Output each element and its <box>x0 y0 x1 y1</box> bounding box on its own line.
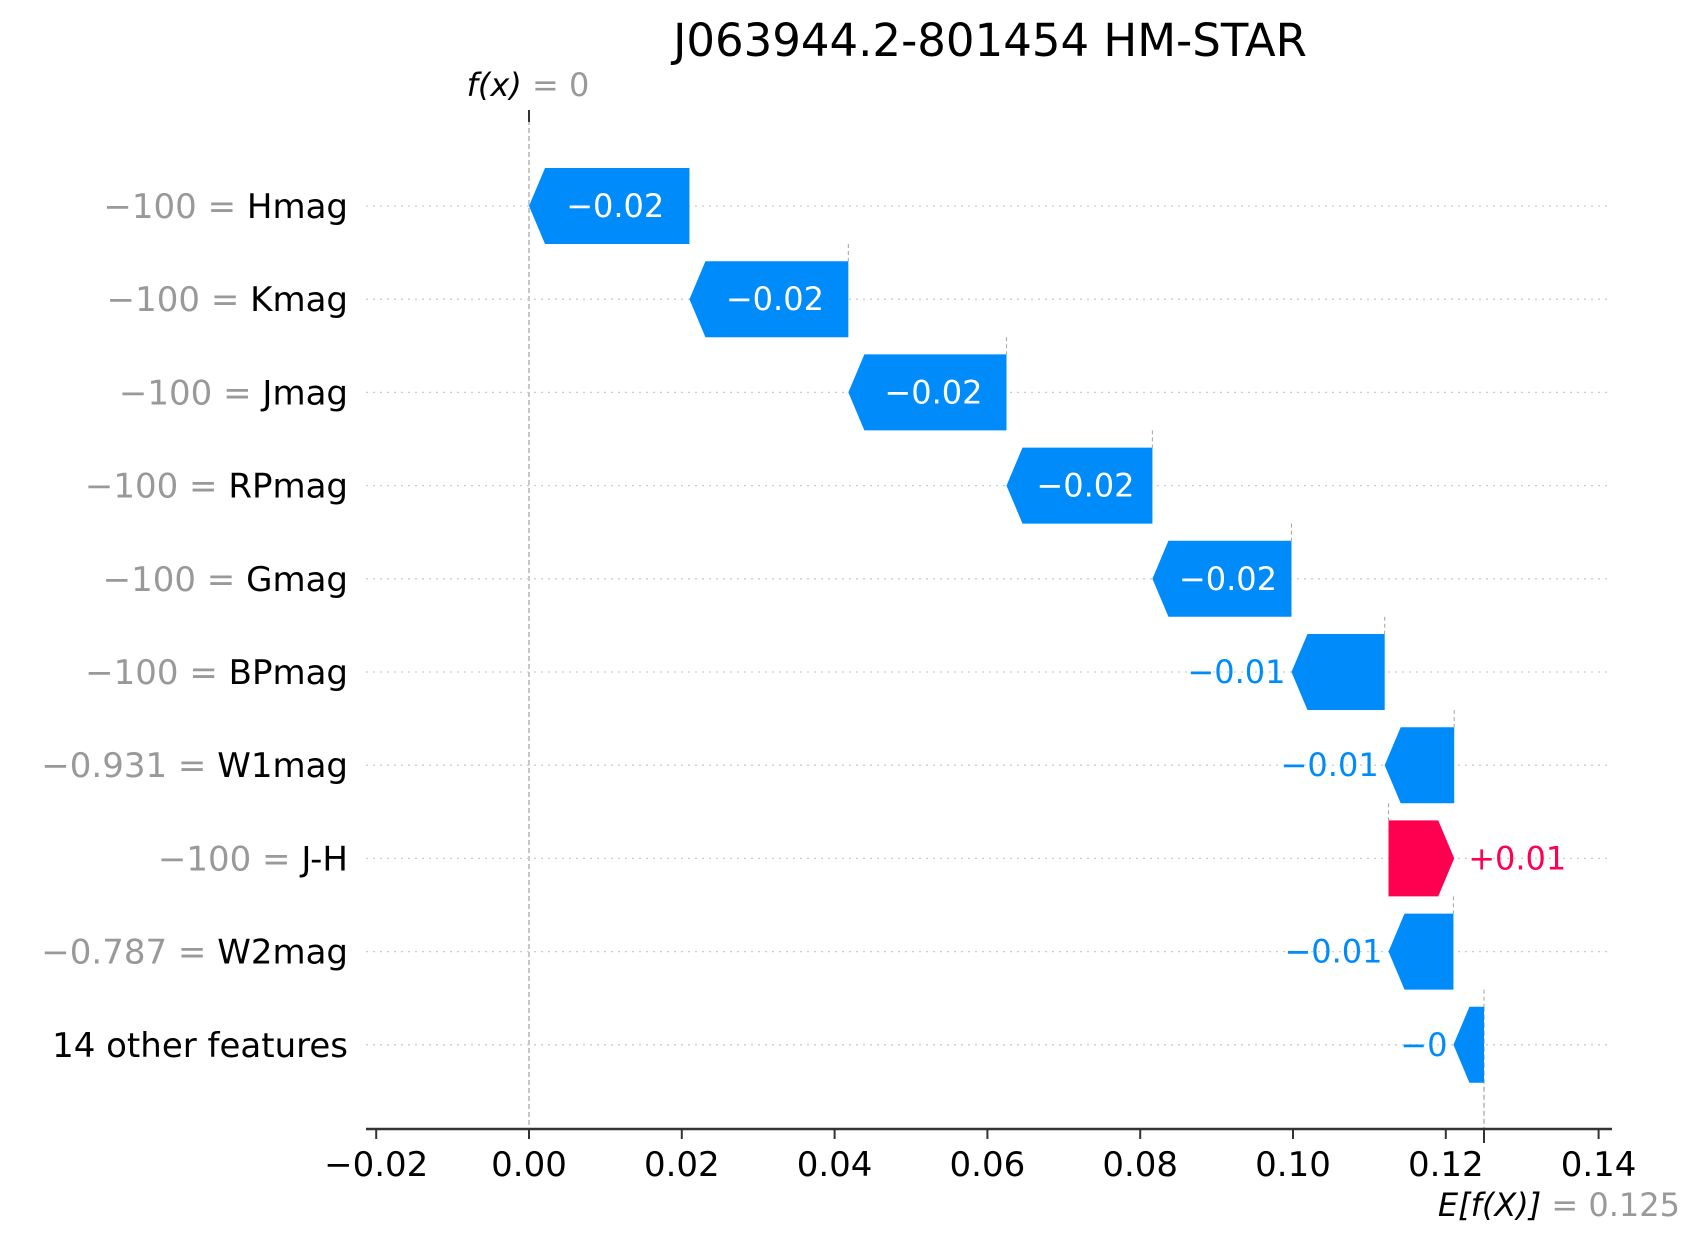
shap-bar-negative <box>1152 540 1292 617</box>
shap-bar-negative <box>1006 447 1153 524</box>
shap-bar-positive <box>1388 820 1455 897</box>
feature-value: −100 = <box>103 187 247 227</box>
shap-value-label: −0.01 <box>1284 933 1382 971</box>
chart-title: J063944.2-801454 HM-STAR <box>670 14 1307 67</box>
shap-bar-negative <box>529 168 690 244</box>
feature-value: −100 = <box>85 653 229 693</box>
x-tick-label: 0.10 <box>1255 1145 1331 1185</box>
feature-label: −100 = Hmag <box>103 187 348 227</box>
feature-label: −100 = RPmag <box>85 467 348 507</box>
shap-value-label: +0.01 <box>1468 839 1566 877</box>
feature-name: J-H <box>299 839 348 879</box>
feature-value: −100 = <box>85 467 229 507</box>
base-label-value: 0.125 <box>1588 1186 1680 1224</box>
feature-label: −100 = Jmag <box>119 373 348 413</box>
x-tick-label: 0.06 <box>950 1145 1026 1185</box>
shap-value-label: −0.01 <box>1187 653 1285 691</box>
feature-labels: −100 = Hmag−100 = Kmag−100 = Jmag−100 = … <box>41 187 348 1066</box>
shap-value-label: −0 <box>1400 1026 1447 1064</box>
base-label-prefix: E[f(X)] <box>1438 1186 1541 1224</box>
shap-bar-negative <box>1388 913 1454 990</box>
feature-value: −100 = <box>107 280 251 320</box>
feature-name: Hmag <box>247 187 348 227</box>
feature-name: Gmag <box>246 560 348 600</box>
feature-label: −100 = BPmag <box>85 653 348 693</box>
shap-bar-negative <box>1453 1006 1484 1083</box>
shap-value-label: −0.02 <box>884 373 982 411</box>
feature-label: −0.787 = W2mag <box>41 933 348 973</box>
x-axis-ticks: −0.02 0.00 0.02 0.04 0.06 0.08 0.10 0.12 0.14 <box>324 1129 1636 1185</box>
output-label-value: 0 <box>569 66 589 104</box>
feature-name: W1mag <box>217 746 348 786</box>
feature-value: −0.787 = <box>41 933 217 973</box>
output-value-label: f(x) = 0 <box>467 66 590 104</box>
shap-bar-negative <box>1384 727 1455 804</box>
shap-value-label: −0.01 <box>1281 746 1379 784</box>
base-value-label: E[f(X)] = 0.125 <box>1438 1186 1680 1224</box>
shap-bar-negative <box>848 354 1007 431</box>
feature-value: −0.931 = <box>41 746 217 786</box>
feature-name: W2mag <box>217 933 348 973</box>
x-tick-label: 0.14 <box>1561 1145 1637 1185</box>
x-tick-label: 0.04 <box>797 1145 873 1185</box>
feature-name: RPmag <box>228 467 348 507</box>
feature-label: 14 other features <box>52 1026 348 1066</box>
feature-label: −100 = J-H <box>158 839 348 879</box>
bars-layer: −0.02 −0.02 −0.02 −0.02 −0.02 −0.01 −0.01 +0.01… <box>529 168 1566 1083</box>
feature-value: −100 = <box>158 839 302 879</box>
feature-name: Jmag <box>260 373 348 413</box>
shap-value-label: −0.02 <box>566 187 664 225</box>
base-label-eq: = <box>1541 1186 1588 1224</box>
shap-value-label: −0.02 <box>1179 560 1277 598</box>
feature-value: −100 = <box>119 373 263 413</box>
feature-label: −0.931 = W1mag <box>41 746 348 786</box>
feature-name: Kmag <box>250 280 348 320</box>
shap-bar-negative <box>1291 634 1385 710</box>
feature-value: −100 = <box>103 560 247 600</box>
shap-value-label: −0.02 <box>726 280 824 318</box>
feature-name: BPmag <box>229 653 348 693</box>
feature-label: −100 = Gmag <box>103 560 348 600</box>
feature-label: −100 = Kmag <box>107 280 348 320</box>
output-label-eq: = <box>522 66 569 104</box>
x-tick-label: 0.00 <box>491 1145 567 1185</box>
x-tick-label: 0.12 <box>1408 1145 1484 1185</box>
shap-bar-negative <box>689 261 849 338</box>
feature-name: 14 other features <box>52 1026 348 1066</box>
shap-value-label: −0.02 <box>1036 467 1134 505</box>
output-label-prefix: f(x) <box>467 66 522 104</box>
x-tick-label: 0.08 <box>1102 1145 1178 1185</box>
x-tick-label: 0.02 <box>644 1145 720 1185</box>
x-tick-label: −0.02 <box>324 1145 428 1185</box>
